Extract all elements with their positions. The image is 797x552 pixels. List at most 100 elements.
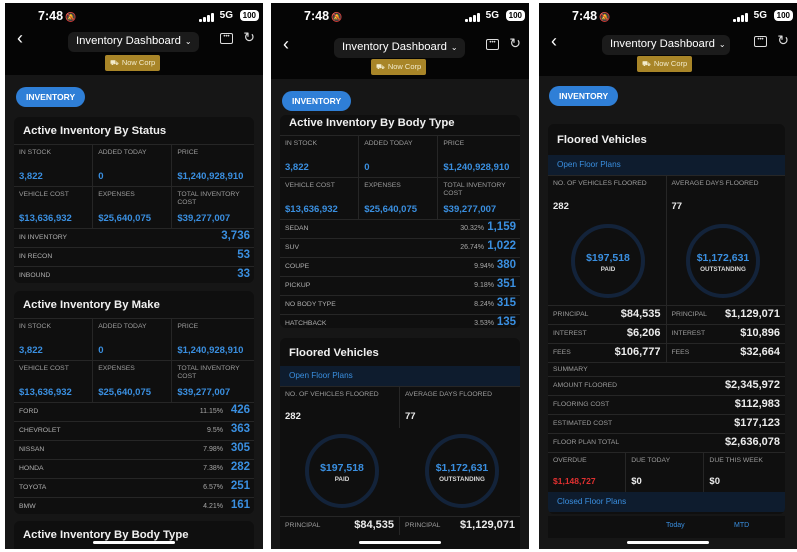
row-percent: 9.18% [474, 282, 494, 289]
inventory-pill[interactable]: INVENTORY [16, 87, 86, 107]
fees-left: FEES $106,777 [548, 343, 667, 362]
metric-value: 282 [285, 411, 301, 422]
refresh-icon[interactable]: ↻ [243, 29, 255, 45]
overdue-value: $1,148,727 [553, 476, 596, 486]
row-label: HONDA [19, 465, 44, 472]
list-item[interactable]: SUV 26.74% 1,022 [280, 238, 520, 257]
outstanding-ring: $1,172,631 OUTSTANDING [425, 434, 499, 508]
list-item[interactable]: BMW 4.21% 161 [14, 497, 254, 514]
row-label: IN INVENTORY [19, 234, 68, 241]
row-value: 315 [496, 297, 516, 309]
metric-value: 282 [553, 201, 569, 212]
list-item[interactable]: INBOUND 33 [14, 266, 254, 283]
home-indicator[interactable] [93, 541, 175, 544]
org-badge[interactable]: ⛟ Now Corp [637, 56, 693, 72]
card-title: Active Inventory By Make [23, 299, 160, 311]
closed-floor-plans-header[interactable]: Closed Floor Plans [548, 492, 785, 512]
inventory-pill[interactable]: INVENTORY [282, 91, 352, 111]
network-type: 5G [485, 10, 499, 21]
metric-value: $25,640,075 [98, 387, 152, 398]
refresh-icon[interactable]: ↻ [509, 35, 521, 51]
interest-right: INTEREST $10,896 [666, 324, 785, 343]
metric-value: $13,636,932 [19, 387, 72, 398]
row-percent: 30.32% [460, 225, 484, 232]
list-item[interactable]: IN INVENTORY 3,736 [14, 228, 254, 247]
metric-label: PRICE [443, 140, 465, 147]
dashboard-dropdown[interactable]: Inventory Dashboard ⌄ [68, 32, 199, 52]
row-value: 426 [230, 404, 250, 416]
row-value: 305 [230, 442, 250, 454]
metric-label: ADDED TODAY [98, 149, 147, 156]
row-percent: 9.94% [474, 263, 494, 270]
list-item[interactable]: NISSAN 7.98% 305 [14, 440, 254, 459]
row-value: 33 [237, 268, 250, 280]
list-item[interactable]: IN RECON 53 [14, 247, 254, 266]
network-type: 5G [219, 10, 233, 21]
signal-icon [465, 13, 480, 22]
list-item[interactable]: SEDAN 30.32% 1,159 [280, 219, 520, 238]
org-name: Now Corp [387, 62, 422, 71]
summary-header: SUMMARY [548, 362, 785, 376]
scroll-area[interactable]: INVENTORY Active Inventory By Status IN … [5, 75, 263, 549]
back-chevron-icon[interactable]: ‹ [551, 31, 557, 51]
outstanding-ring: $1,172,631 OUTSTANDING [686, 224, 760, 298]
fees-right: FEES $32,664 [666, 343, 785, 362]
org-badge[interactable]: ⛟ Now Corp [105, 55, 161, 71]
refresh-icon[interactable]: ↻ [777, 32, 789, 48]
dashboard-dropdown[interactable]: Inventory Dashboard ⌄ [602, 35, 730, 55]
inventory-pill[interactable]: INVENTORY [549, 86, 619, 106]
principal-right: PRINCIPAL $1,129,071 [666, 305, 785, 324]
clock: 7:48 🔕 [572, 9, 611, 23]
card-title: Active Inventory By Body Type [23, 529, 189, 541]
row-label: BMW [19, 503, 36, 510]
org-name: Now Corp [121, 58, 156, 67]
home-indicator[interactable] [359, 541, 441, 544]
back-chevron-icon[interactable]: ‹ [17, 28, 23, 48]
metric-label: IN STOCK [19, 149, 51, 156]
row-percent: 4.21% [203, 503, 223, 510]
ring-label: PAID [334, 476, 350, 483]
list-item[interactable]: FORD 11.15% 426 [14, 402, 254, 421]
car-icon: ⛟ [376, 64, 385, 71]
car-icon: ⛟ [642, 61, 651, 68]
chat-icon[interactable]: ••• [486, 39, 499, 50]
metrics-row-1: IN STOCK 3,822 ADDED TODAY 0 PRICE $1,240,9… [280, 135, 520, 177]
phone-screen-2: 7:48 🔕 5G 100 ‹ Inventory Dashboard ⌄ ••• … [271, 3, 529, 549]
bell-off-icon: 🔕 [599, 12, 611, 22]
metric-label: EXPENSES [98, 365, 135, 372]
section-label: Closed Floor Plans [557, 497, 627, 506]
tab-mtd[interactable]: MTD [734, 522, 750, 529]
chat-icon[interactable]: ••• [220, 33, 233, 44]
ring-value: $1,172,631 [435, 462, 489, 474]
open-floor-plans-header[interactable]: Open Floor Plans [280, 366, 520, 386]
list-item[interactable]: NO BODY TYPE 8.24% 315 [280, 295, 520, 314]
row-label: INBOUND [19, 272, 51, 279]
row-value: 351 [496, 278, 516, 290]
open-floor-plans-header[interactable]: Open Floor Plans [548, 155, 785, 175]
metric-label: ADDED TODAY [364, 140, 413, 147]
chat-icon[interactable]: ••• [754, 36, 767, 47]
dashboard-dropdown[interactable]: Inventory Dashboard ⌄ [334, 38, 465, 58]
tab-today[interactable]: Today [666, 522, 685, 529]
floored-card: Floored Vehicles Open Floor Plans NO. OF… [548, 124, 785, 514]
row-value: 1,159 [487, 221, 516, 233]
list-item[interactable]: CHEVROLET 9.5% 363 [14, 421, 254, 440]
list-item[interactable]: HONDA 7.38% 282 [14, 459, 254, 478]
list-item[interactable]: PICKUP 9.18% 351 [280, 276, 520, 295]
scroll-area[interactable]: INVENTORY Active Inventory By Body Type … [271, 79, 529, 549]
metric-label: EXPENSES [364, 182, 401, 189]
metric-label: IN STOCK [19, 323, 51, 330]
list-item[interactable]: TOYOTA 6.57% 251 [14, 478, 254, 497]
back-chevron-icon[interactable]: ‹ [283, 34, 289, 54]
home-indicator[interactable] [627, 541, 709, 544]
list-item[interactable]: HATCHBACK 3.53% 135 [280, 314, 520, 328]
list-item[interactable]: COUPE 9.94% 380 [280, 257, 520, 276]
paid-ring: $197,518 PAID [305, 434, 379, 508]
metric-label: DUE TODAY [631, 457, 671, 464]
metric-value: $0 [631, 476, 642, 487]
scroll-area[interactable]: INVENTORY Floored Vehicles Open Floor Pl… [539, 76, 797, 549]
row-value: 251 [230, 480, 250, 492]
org-badge[interactable]: ⛟ Now Corp [371, 59, 427, 75]
summary-row: AMOUNT FLOORED $2,345,972 [548, 376, 785, 395]
network-type: 5G [753, 10, 767, 21]
